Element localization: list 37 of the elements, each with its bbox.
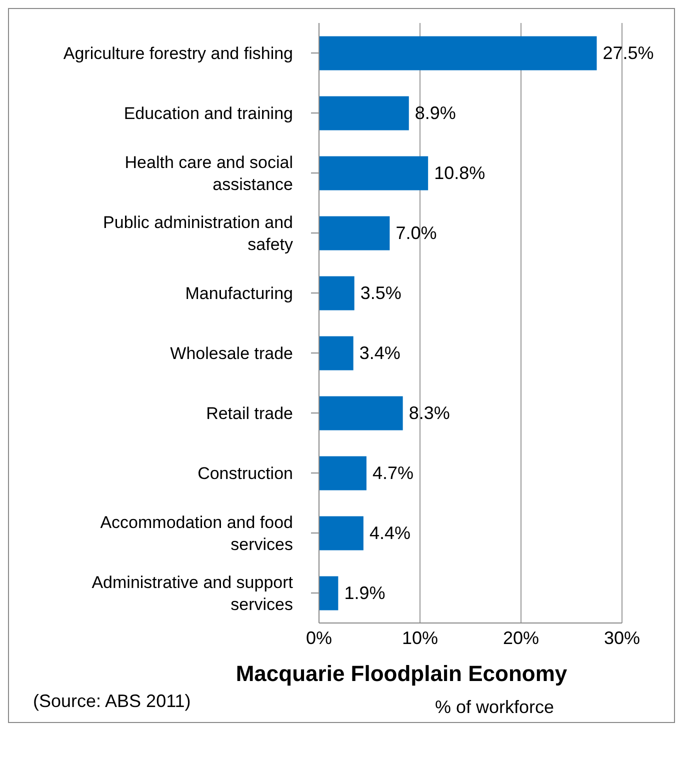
bar (319, 336, 354, 370)
y-tick-label: Education and training (124, 104, 293, 122)
data-label: 8.9% (414, 103, 456, 124)
data-label: 4.7% (372, 463, 414, 484)
data-label: 10.8% (434, 163, 486, 184)
y-tick-label: Construction (198, 464, 293, 482)
bar (319, 36, 597, 70)
y-tick-label: Health care and social assistance (124, 152, 293, 194)
data-label: 27.5% (602, 43, 654, 64)
bar (319, 156, 428, 190)
bar (319, 576, 338, 610)
bar (319, 516, 364, 550)
x-tick-label: 0% (306, 628, 332, 648)
bar (319, 456, 366, 490)
y-tick-label: Wholesale trade (170, 344, 293, 362)
x-tick-label: 10% (402, 628, 438, 648)
y-tick-label: Accommodation and food services (100, 512, 293, 554)
bar (319, 396, 403, 430)
y-tick-label: Agriculture forestry and fishing (63, 44, 293, 62)
data-label: 3.4% (359, 343, 400, 364)
y-tick-label: Public administration and safety (103, 212, 294, 254)
data-label: 4.4% (369, 523, 410, 544)
y-tick-label: Retail trade (206, 404, 293, 422)
y-tick-label: Administrative and support services (92, 572, 294, 614)
x-tick-label: 20% (502, 628, 540, 648)
bar (319, 276, 354, 310)
bar (319, 96, 409, 130)
x-axis-title: % of workforce (434, 697, 554, 718)
data-label: 8.3% (408, 403, 450, 424)
data-label: 7.0% (396, 223, 437, 244)
y-tick-label: Manufacturing (185, 284, 293, 302)
data-label: 1.9% (344, 583, 386, 604)
data-label: 3.5% (360, 283, 402, 304)
x-tick-label: 30% (604, 628, 640, 648)
bar (319, 216, 390, 250)
text: (Source: ABS 2011) (33, 691, 191, 713)
text: Macquarie Floodplain Economy (234, 661, 568, 687)
